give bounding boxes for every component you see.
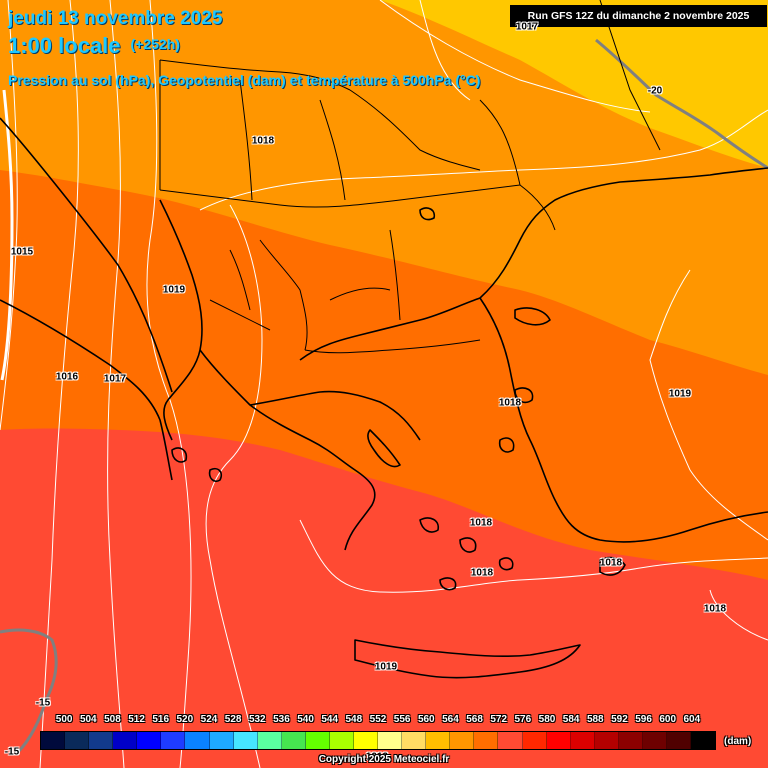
- isobar-label: 1018: [470, 567, 494, 579]
- isobar-label: 1018: [469, 517, 493, 529]
- legend-swatch: [474, 732, 499, 749]
- isotherm-label: -20: [647, 85, 663, 97]
- isobar-label: 1013: [365, 751, 389, 763]
- legend-tick-label: 600: [659, 714, 677, 725]
- isobar-label: 1016: [55, 371, 79, 383]
- legend-swatch: [281, 732, 306, 749]
- legend-swatch: [89, 732, 114, 749]
- legend-swatch: [209, 732, 234, 749]
- borders: [159, 0, 661, 354]
- isobar-label: 1018: [703, 603, 727, 615]
- legend-tick-label: 572: [490, 714, 508, 725]
- coastlines: [0, 117, 768, 679]
- legend-swatch: [522, 732, 547, 749]
- legend-swatch: [570, 732, 595, 749]
- legend-tick-label: 536: [273, 714, 290, 725]
- isobar-label: 1018: [251, 135, 275, 147]
- forecast-lead-time: (+252h): [130, 36, 180, 52]
- forecast-date: jeudi 13 novembre 2025: [8, 8, 223, 29]
- legend-tick-label: 552: [369, 714, 387, 725]
- legend-tick-label: 504: [79, 714, 97, 725]
- legend-tick-label: 532: [248, 714, 266, 725]
- legend-tick-label: 516: [152, 714, 170, 725]
- legend-swatch: [546, 732, 571, 749]
- legend-swatch: [354, 732, 379, 749]
- legend-swatch: [618, 732, 643, 749]
- isobar-label: 1015: [10, 246, 34, 258]
- legend-swatch: [594, 732, 619, 749]
- legend-swatch: [137, 732, 162, 749]
- legend-tick-label: 548: [345, 714, 363, 725]
- legend-swatch: [402, 732, 427, 749]
- isobar-label: 1018: [498, 397, 522, 409]
- isobar-label: 1017: [103, 373, 127, 385]
- legend-tick-label: 556: [393, 714, 411, 725]
- legend-swatch: [642, 732, 668, 749]
- legend-tick-label: 500: [55, 714, 73, 725]
- legend-tick-label: 576: [514, 714, 532, 725]
- legend-tick-label: 544: [321, 714, 339, 725]
- legend-tick-row: 500 504 508 512 516 520 524 528 532 536 540 544 548 5…: [40, 714, 716, 728]
- legend-tick-label: 520: [176, 714, 194, 725]
- zone-yellow: [380, 0, 768, 168]
- color-scale-legend: [40, 731, 716, 750]
- legend-swatch: [185, 732, 210, 749]
- copyright-text: Copyright 2025 Meteociel.fr: [318, 754, 450, 765]
- legend-swatch: [257, 732, 282, 749]
- isobar-label: 1019: [374, 661, 398, 673]
- legend-tick-label: 508: [104, 714, 121, 725]
- legend-swatch: [41, 732, 66, 749]
- isobar-label: 1018: [599, 557, 623, 569]
- isobar-thick: [0, 89, 14, 381]
- legend-tick-label: 604: [683, 714, 701, 725]
- legend-swatch: [113, 732, 138, 749]
- legend-swatch: [498, 732, 523, 749]
- legend-tick-label: 540: [297, 714, 314, 725]
- legend-swatch: [233, 732, 258, 749]
- zone-orange-light: [0, 0, 768, 375]
- legend-tick-label: 592: [611, 714, 628, 725]
- isotherm-label: -15: [35, 697, 51, 709]
- legend-swatch: [161, 732, 186, 749]
- legend-swatch: [667, 732, 692, 749]
- legend-tick-label: 580: [538, 714, 556, 725]
- legend-tick-label: 560: [417, 714, 435, 725]
- legend-tick-label: 528: [224, 714, 242, 725]
- isotherms: [0, 38, 768, 754]
- legend-swatch: [450, 732, 475, 749]
- map-subtitle: Pression au sol (hPa), Geopotentiel (dam…: [8, 72, 481, 88]
- legend-tick-label: 584: [562, 714, 580, 725]
- forecast-time-value: 1:00 locale: [8, 33, 121, 58]
- legend-tick-label: 568: [466, 714, 483, 725]
- legend-tick-label: 512: [128, 714, 145, 725]
- legend-swatch: [305, 732, 330, 749]
- legend-tick-label: 564: [442, 714, 459, 725]
- legend-swatch: [329, 732, 355, 749]
- legend-unit: (dam): [724, 736, 752, 747]
- legend-tick-label: 588: [586, 714, 604, 725]
- legend-tick-label: 596: [635, 714, 652, 725]
- isotherm-label: -15: [4, 746, 20, 758]
- isobar-label: 1017: [515, 21, 539, 33]
- legend-swatch: [378, 732, 403, 749]
- isobar-label: 1019: [668, 388, 692, 400]
- forecast-time: 1:00 locale (+252h): [8, 32, 180, 58]
- legend-swatch: [691, 732, 716, 749]
- legend-tick-label: 524: [200, 714, 218, 725]
- run-info-badge: Run GFS 12Z du dimanche 2 novembre 2025: [510, 5, 767, 27]
- legend-swatch: [426, 732, 451, 749]
- legend-swatch: [65, 732, 90, 749]
- isobar-label: 1019: [162, 284, 186, 296]
